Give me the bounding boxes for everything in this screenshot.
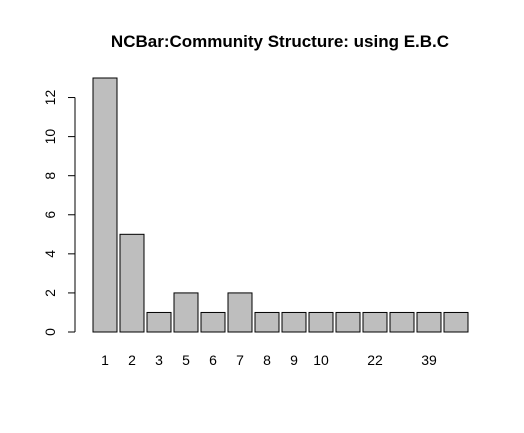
bar xyxy=(254,311,280,333)
x-tick-label: 39 xyxy=(421,352,437,368)
x-tick-label: 3 xyxy=(155,352,163,368)
y-axis: 0 2 4 6 8 10 12 xyxy=(42,90,76,336)
x-tick-label: 5 xyxy=(182,352,190,368)
y-tick-label: 12 xyxy=(42,90,58,106)
x-tick-label: 9 xyxy=(290,352,298,368)
y-tick-label: 10 xyxy=(42,129,58,145)
x-axis-labels: 1 2 3 5 6 7 8 9 10 22 39 xyxy=(101,352,437,368)
y-tick-label: 4 xyxy=(42,250,58,258)
y-tick-label: 2 xyxy=(42,289,58,297)
x-tick-label: 1 xyxy=(101,352,109,368)
bars xyxy=(92,77,469,333)
bar xyxy=(92,77,118,333)
bar xyxy=(146,311,172,333)
bar xyxy=(281,311,307,333)
bar xyxy=(362,311,388,333)
y-tick-label: 0 xyxy=(42,328,58,336)
bar xyxy=(200,311,226,333)
chart-title: NCBar:Community Structure: using E.B.C xyxy=(111,32,449,51)
y-tick-label: 8 xyxy=(42,172,58,180)
bar xyxy=(227,292,253,333)
x-tick-label: 7 xyxy=(236,352,244,368)
x-tick-label: 22 xyxy=(367,352,383,368)
bar xyxy=(119,233,145,333)
bar xyxy=(389,311,415,333)
bar xyxy=(173,292,199,333)
bar xyxy=(308,311,334,333)
x-tick-label: 2 xyxy=(128,352,136,368)
bar xyxy=(443,311,469,333)
x-tick-label: 6 xyxy=(209,352,217,368)
bar xyxy=(416,311,442,333)
y-tick-label: 6 xyxy=(42,211,58,219)
bar xyxy=(335,311,361,333)
x-tick-label: 8 xyxy=(263,352,271,368)
x-tick-label: 10 xyxy=(313,352,329,368)
